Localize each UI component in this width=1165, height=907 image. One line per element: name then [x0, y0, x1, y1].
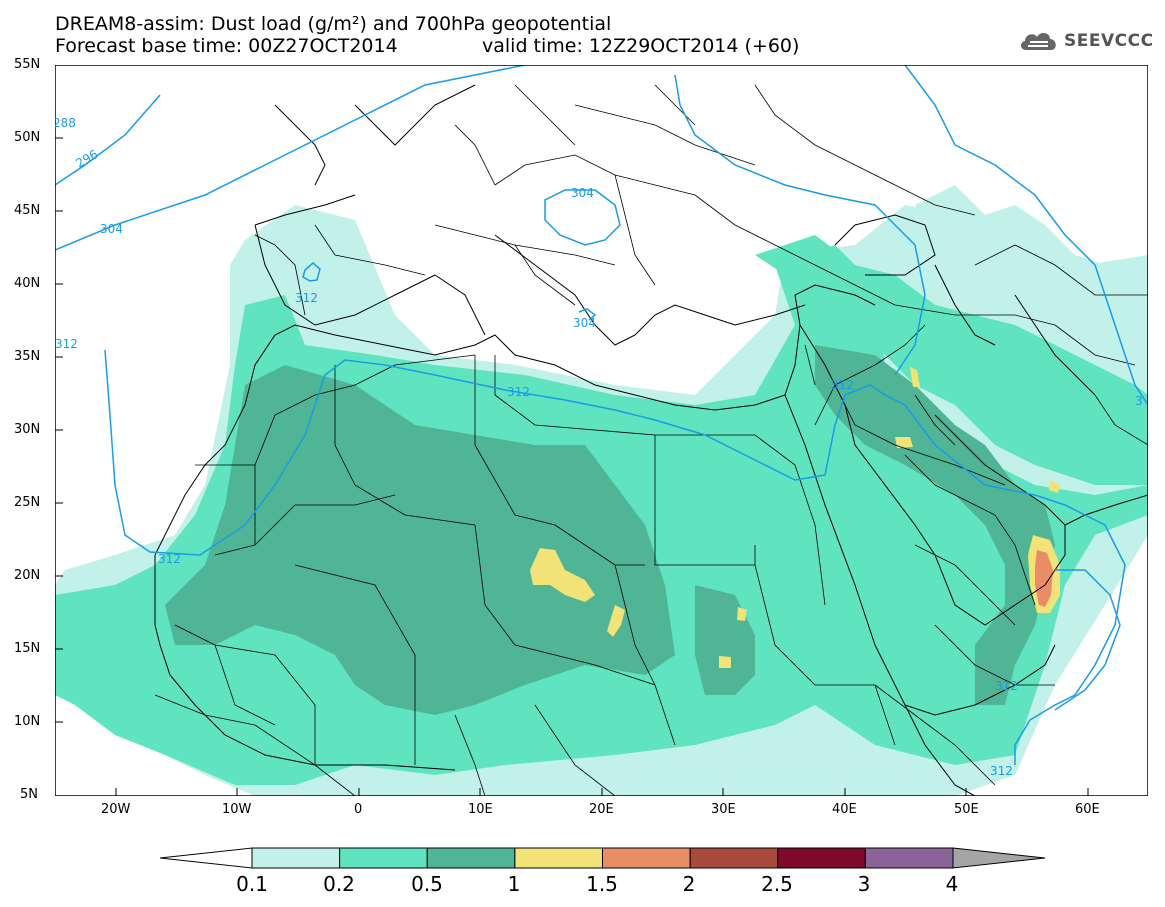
lat-label: 40N	[14, 276, 41, 291]
coastlines	[154, 84, 1148, 796]
lat-label: 30N	[14, 422, 41, 437]
dust-region-yellow-7	[895, 437, 913, 448]
colorbar-segment	[426, 847, 516, 869]
cloud-icon	[1020, 33, 1056, 50]
legend-label: 0.1	[236, 872, 268, 896]
legend-label: 4	[945, 872, 959, 896]
contour-label: 304	[573, 316, 596, 330]
lat-label: 10N	[14, 714, 41, 729]
seevccc-logo: SEEVCCC	[1018, 26, 1158, 56]
lat-label: 5N	[20, 787, 38, 802]
lon-label: 30E	[711, 802, 736, 817]
colorbar-segment	[514, 847, 603, 869]
dust-region-yellow-6	[910, 367, 920, 387]
legend-label: 0.5	[411, 872, 443, 896]
lon-label: 40E	[832, 802, 857, 817]
legend-label: 3	[857, 872, 871, 896]
lat-label: 50N	[14, 130, 41, 145]
dust-region-dark	[165, 365, 675, 715]
legend-label: 1.5	[586, 872, 618, 896]
contour-label: 312	[990, 764, 1013, 778]
colorbar-segment	[602, 847, 691, 869]
lat-label: 25N	[14, 495, 41, 510]
contour-label: 312	[55, 337, 78, 351]
colorbar-legend	[160, 847, 1045, 869]
dust-region-yellow-3	[737, 607, 747, 621]
colorbar-max-arrow	[952, 847, 1045, 869]
contour-label: 3	[1135, 394, 1143, 408]
lon-label: 0	[354, 802, 363, 817]
lon-label: 60E	[1075, 802, 1100, 817]
geopotential-contours	[55, 65, 1148, 765]
logo-text: SEEVCCC	[1064, 31, 1154, 51]
dust-region-yellow-8	[1049, 480, 1060, 493]
dust-region-light-north	[915, 185, 1148, 385]
valid-time: valid time: 12Z29OCT2014 (+60)	[482, 35, 800, 57]
lat-label: 35N	[14, 349, 41, 364]
lat-label: 45N	[14, 203, 41, 218]
dust-region-yellow-4	[719, 656, 731, 668]
lat-label: 15N	[14, 641, 41, 656]
legend-label: 2.5	[761, 872, 793, 896]
dust-region-medium-east	[755, 235, 1148, 485]
dust-map: 288 296 304 312 304 312 304 312 312 312 …	[55, 65, 1148, 796]
legend-label: 2	[682, 872, 696, 896]
contour-label: 312	[507, 385, 530, 399]
colorbar-segment	[777, 847, 866, 869]
contour-label: 312	[295, 291, 318, 305]
contour-label: 288	[55, 116, 76, 130]
dust-region-yellow-1	[530, 548, 595, 602]
lat-label: 20N	[14, 568, 41, 583]
contour-label: 312	[995, 679, 1018, 693]
colorbar-min-arrow	[160, 847, 253, 869]
map-title: DREAM8-assim: Dust load (g/m²) and 700hP…	[55, 13, 612, 35]
forecast-base-time: Forecast base time: 00Z27OCT2014	[55, 35, 398, 57]
lon-label: 10W	[222, 802, 252, 817]
contour-label: 312	[158, 552, 181, 566]
colorbar-segment	[864, 847, 954, 869]
contour-label: 304	[100, 222, 123, 236]
contour-label: 304	[571, 186, 594, 200]
lon-label: 50E	[954, 802, 979, 817]
contour-label: 312	[831, 378, 854, 392]
legend-label: 1	[507, 872, 521, 896]
lon-label: 10E	[468, 802, 493, 817]
colorbar-segment	[689, 847, 779, 869]
legend-label: 0.2	[323, 872, 355, 896]
dust-region-yellow-2	[607, 605, 625, 637]
lon-label: 20E	[589, 802, 614, 817]
colorbar-segment	[251, 847, 341, 869]
colorbar-segment	[339, 847, 428, 869]
lat-label: 55N	[14, 57, 41, 72]
dust-region-orange	[1035, 550, 1053, 607]
tick-marks	[55, 137, 1089, 796]
lon-label: 20W	[101, 802, 131, 817]
country-borders	[154, 84, 1148, 796]
